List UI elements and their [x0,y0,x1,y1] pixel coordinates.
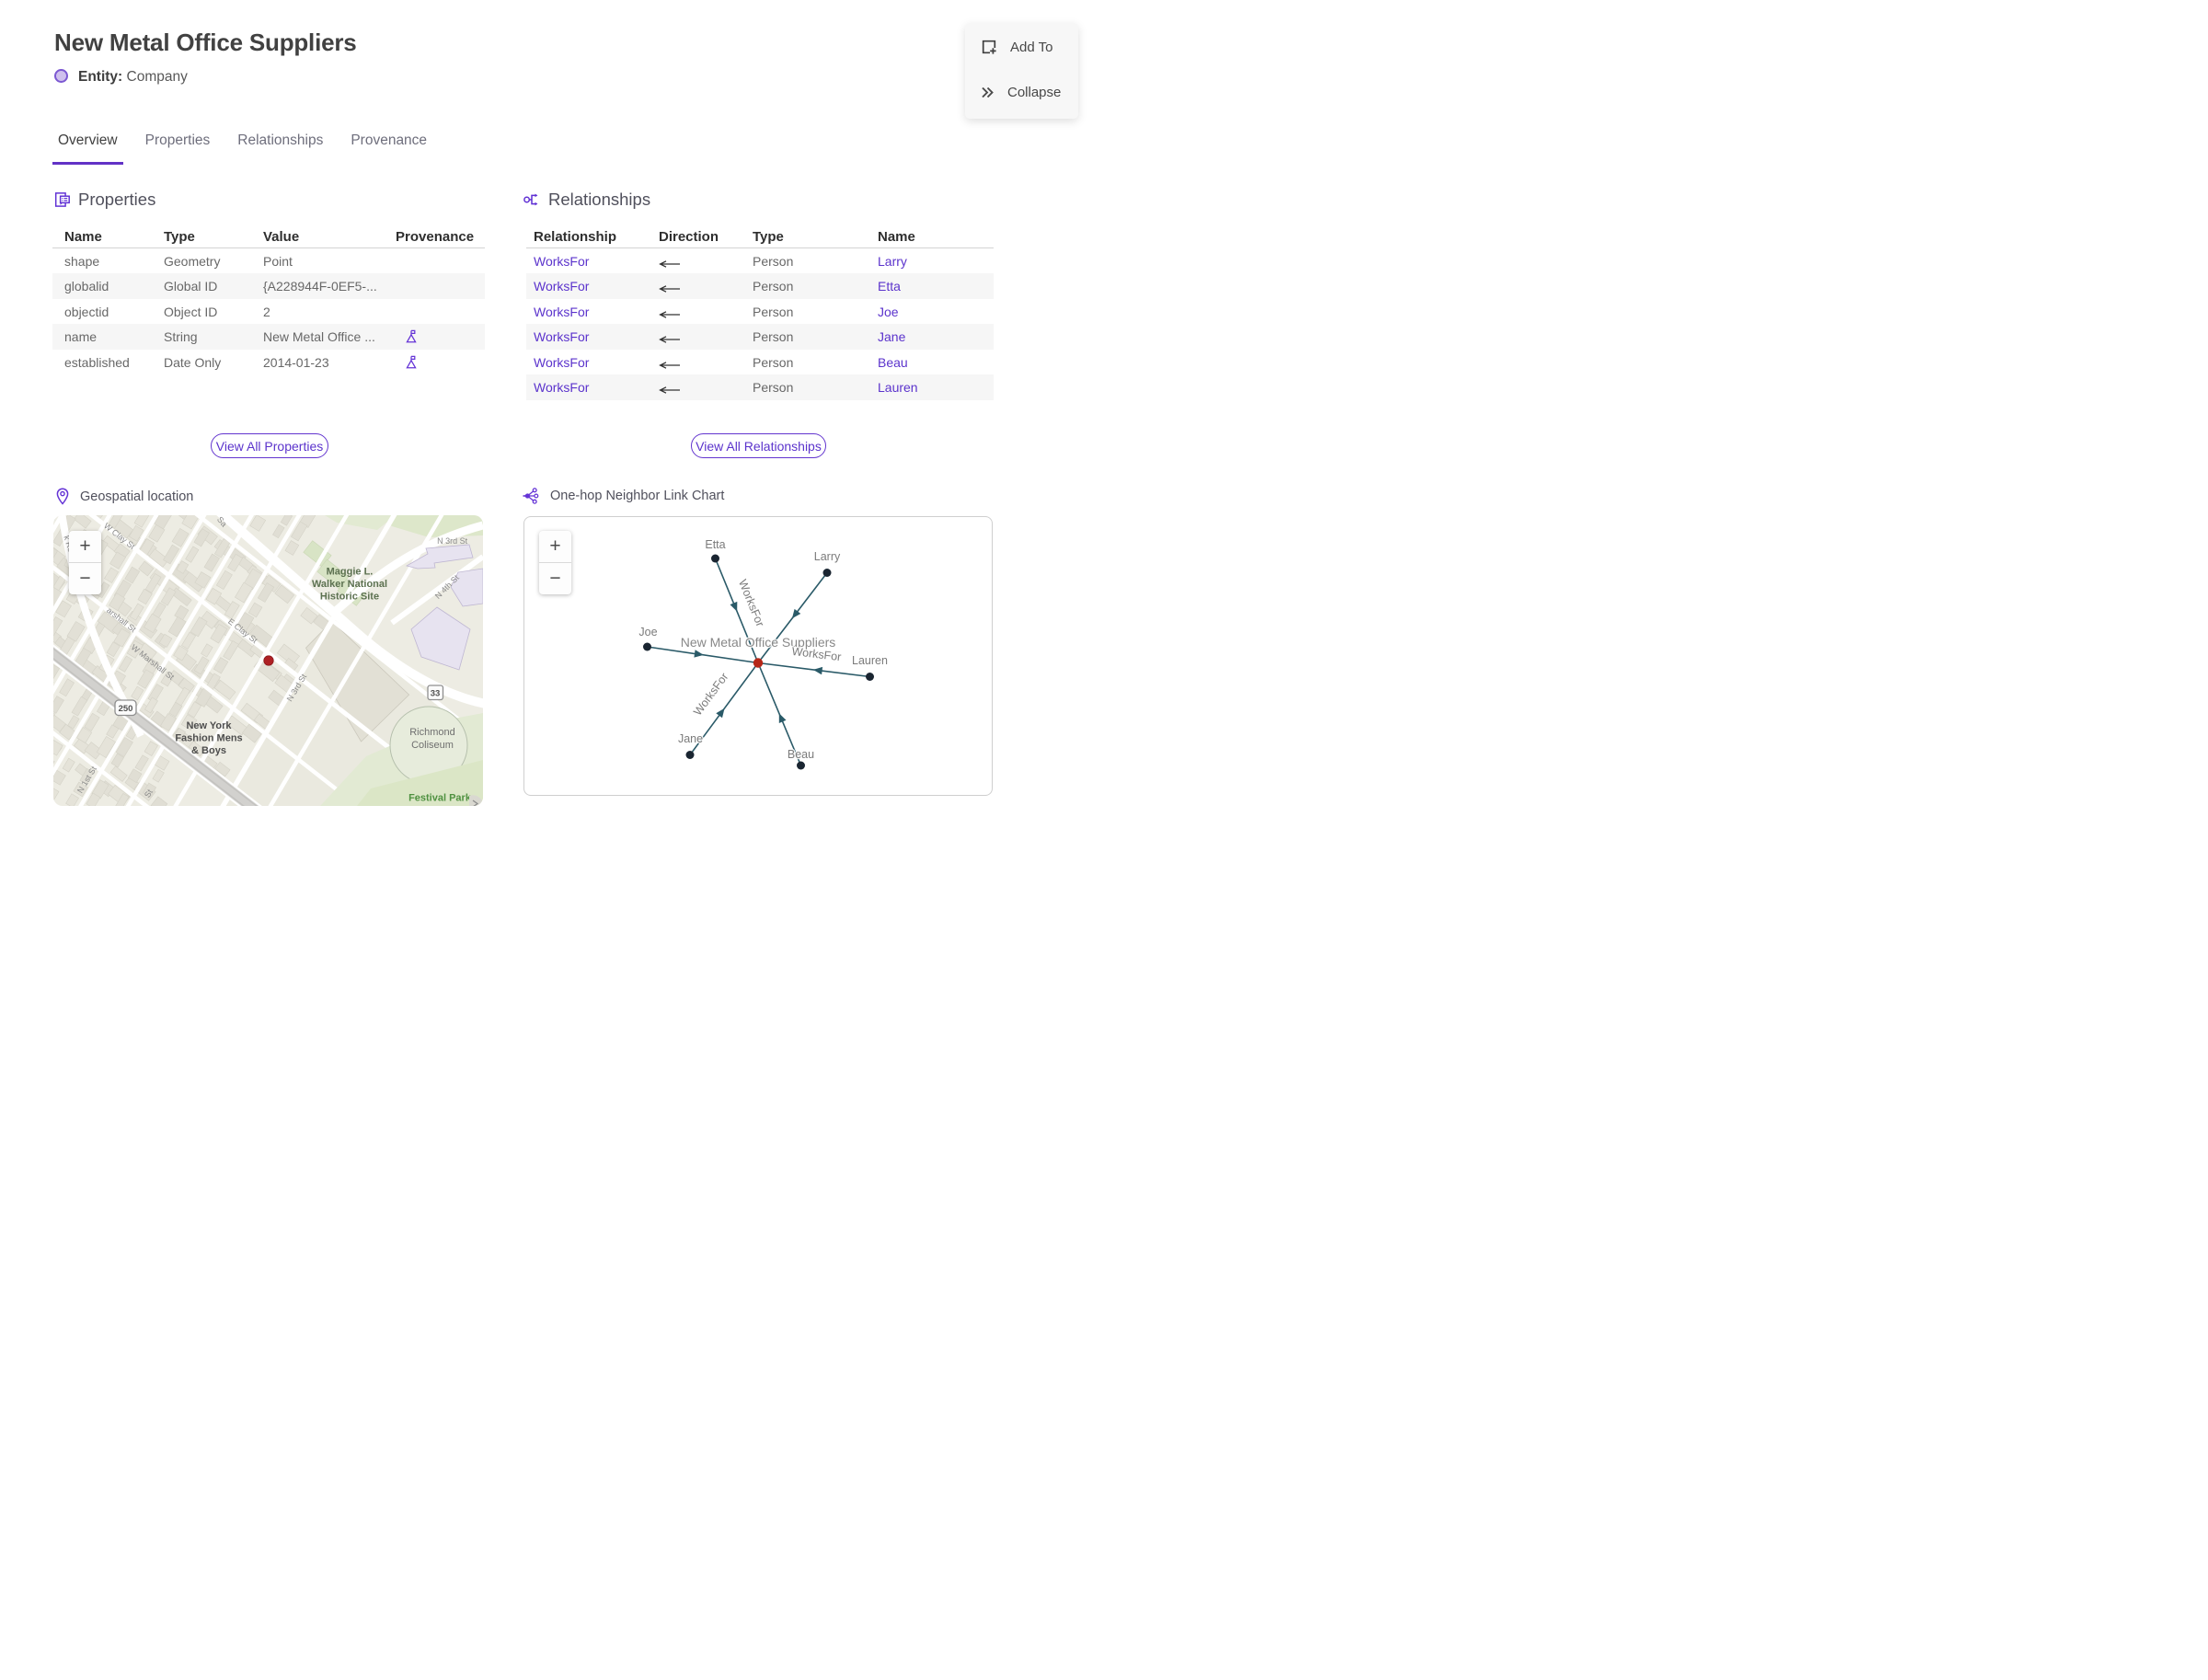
svg-text:Beau: Beau [788,748,814,761]
svg-text:Lauren: Lauren [852,654,888,667]
svg-text:Walker National: Walker National [312,579,387,590]
svg-text:Richmond: Richmond [409,727,455,738]
svg-text:N 3rd St: N 3rd St [437,536,468,546]
svg-text:& Boys: & Boys [191,745,226,756]
svg-text:Coliseum: Coliseum [411,740,454,751]
svg-text:33: 33 [431,689,441,699]
svg-text:250: 250 [119,704,133,714]
svg-text:New Metal Office Suppliers: New Metal Office Suppliers [681,635,836,650]
svg-text:Maggie L.: Maggie L. [327,567,374,578]
svg-text:New York: New York [186,720,232,731]
svg-text:WorksFor: WorksFor [691,671,730,719]
svg-text:Historic Site: Historic Site [320,592,379,603]
svg-text:Joe: Joe [638,626,657,639]
svg-text:Fashion Mens: Fashion Mens [175,733,242,744]
svg-text:Larry: Larry [814,550,841,563]
svg-text:Festival Park: Festival Park [408,793,472,804]
svg-text:Etta: Etta [705,538,725,551]
svg-text:Jane: Jane [678,732,703,745]
